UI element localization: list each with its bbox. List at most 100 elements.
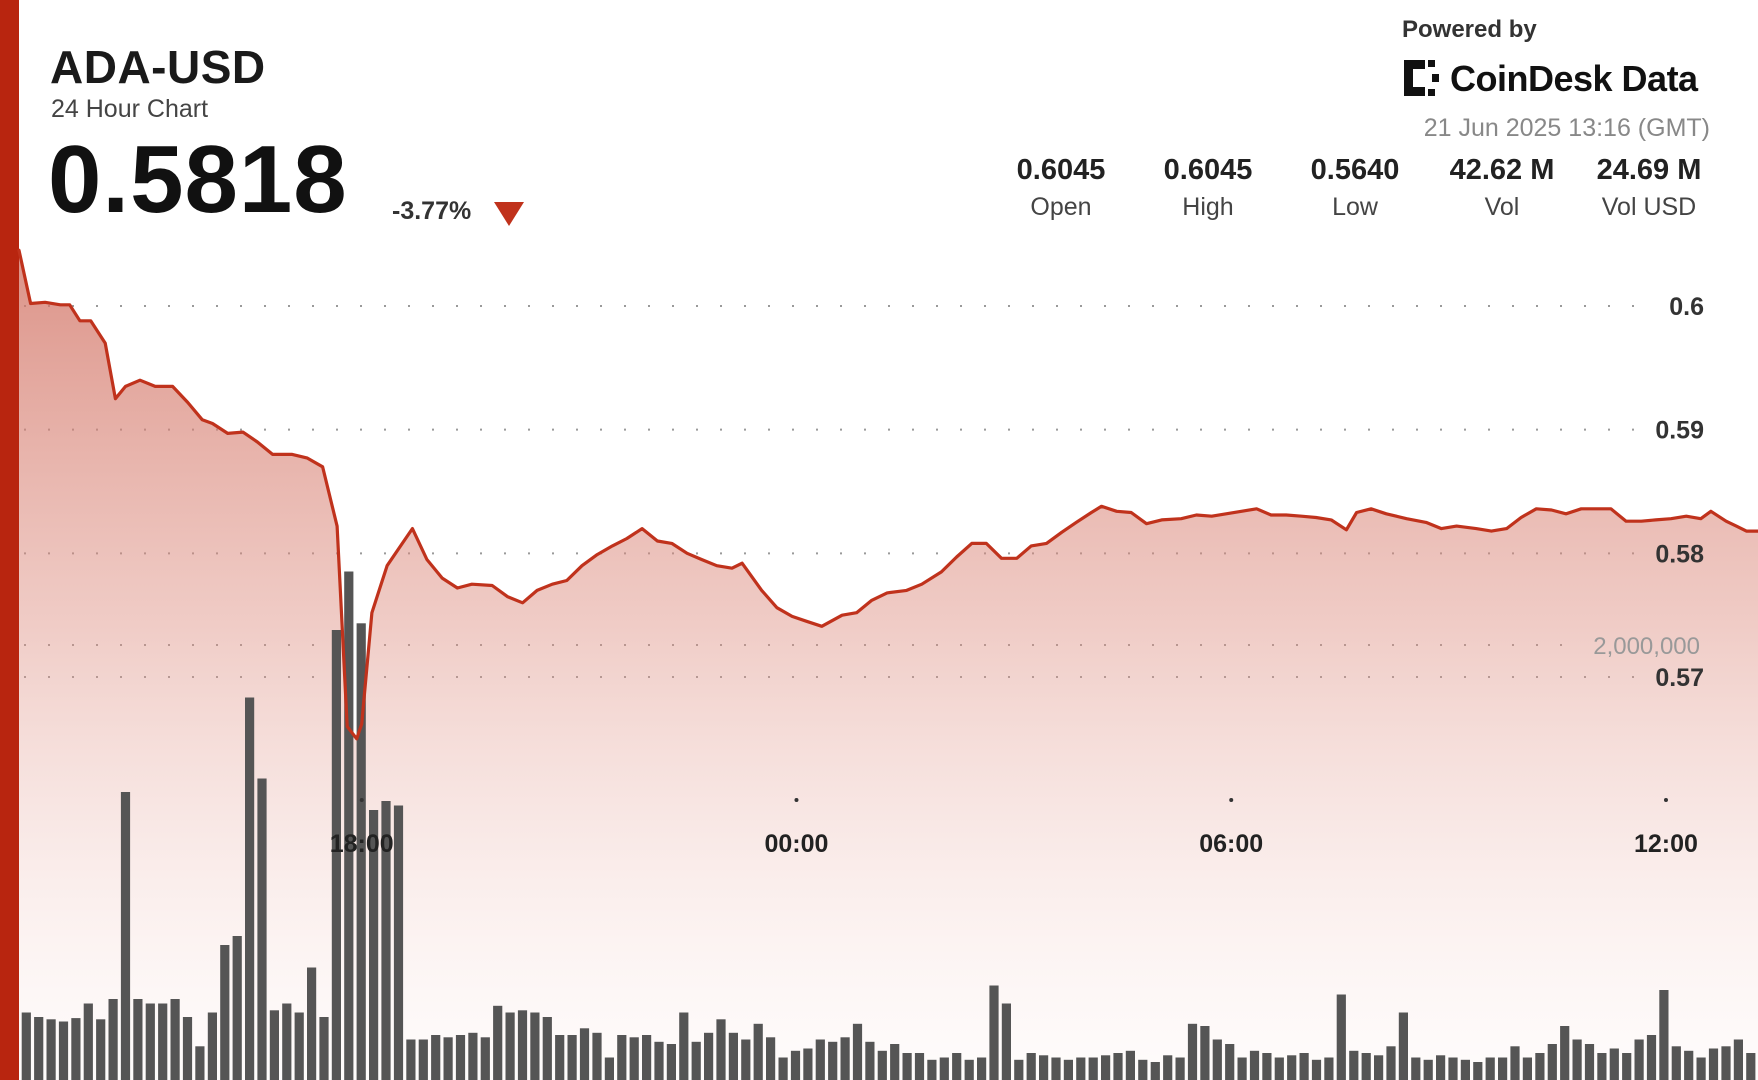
volume-bar xyxy=(1622,1053,1632,1080)
down-arrow-icon xyxy=(494,202,524,226)
timestamp: 21 Jun 2025 13:16 (GMT) xyxy=(1423,114,1710,142)
volume-bar xyxy=(1597,1053,1607,1080)
volume-bar xyxy=(319,1017,329,1080)
volume-bar xyxy=(704,1032,714,1080)
volume-bar xyxy=(1696,1057,1706,1080)
stat-value: 0.6045 xyxy=(1163,154,1253,186)
volume-bar xyxy=(46,1019,56,1080)
volume-bar xyxy=(21,1012,31,1080)
volume-bar xyxy=(71,1018,81,1080)
volume-bar xyxy=(1212,1039,1222,1080)
volume-bar xyxy=(1374,1055,1384,1080)
volume-bar xyxy=(1473,1062,1483,1080)
volume-bar xyxy=(257,778,267,1080)
volume-bar xyxy=(96,1019,106,1080)
volume-bar xyxy=(1721,1046,1731,1080)
volume-bar xyxy=(133,999,143,1080)
volume-bar xyxy=(1262,1053,1272,1080)
volume-bar xyxy=(207,1012,217,1080)
volume-bar xyxy=(1249,1050,1260,1080)
volume-bar xyxy=(939,1057,949,1080)
volume-bar xyxy=(1039,1055,1049,1080)
volume-bar xyxy=(1200,1026,1210,1080)
volume-bar xyxy=(1398,1012,1408,1080)
volume-bar xyxy=(1051,1057,1061,1080)
volume-bar xyxy=(840,1037,850,1080)
volume-bar xyxy=(145,1003,155,1080)
volume-bar xyxy=(865,1041,875,1080)
volume-bar xyxy=(356,623,366,1080)
volume-bar xyxy=(952,1053,962,1080)
stat-value: 0.5640 xyxy=(1310,154,1400,186)
volume-bar xyxy=(307,967,317,1080)
volume-bar xyxy=(877,1050,887,1080)
time-tick-mark xyxy=(1229,798,1234,802)
volume-bar xyxy=(654,1041,664,1080)
volume-bar xyxy=(232,936,242,1080)
volume-bar xyxy=(443,1037,453,1080)
volume-bar xyxy=(766,1037,776,1080)
volume-bar xyxy=(1274,1057,1284,1080)
volume-bar xyxy=(282,1003,292,1080)
volume-bars xyxy=(21,571,1756,1080)
volume-bar xyxy=(406,1039,416,1080)
volume-bar xyxy=(1535,1053,1545,1080)
volume-bar xyxy=(1138,1059,1148,1080)
symbol-title: ADA-USD xyxy=(50,41,266,93)
volume-bar xyxy=(1113,1053,1123,1080)
volume-bar xyxy=(530,1012,540,1080)
volume-bar xyxy=(269,1010,279,1080)
volume-bar xyxy=(517,1010,528,1080)
volume-bar xyxy=(393,805,404,1080)
volume-bar xyxy=(1572,1039,1582,1080)
stat-vol: 42.62 M Vol xyxy=(1432,154,1572,222)
volume-bar xyxy=(902,1053,912,1080)
volume-bar xyxy=(1733,1039,1743,1080)
current-price: 0.5818 xyxy=(48,126,348,233)
price-line xyxy=(17,248,1758,741)
volume-bar xyxy=(158,1003,168,1080)
volume-bar xyxy=(679,1012,689,1080)
volume-bar xyxy=(1609,1048,1619,1080)
volume-bar xyxy=(170,999,180,1080)
volume-bar xyxy=(1386,1046,1396,1080)
time-tick-mark xyxy=(1663,798,1668,802)
volume-bar xyxy=(1560,1026,1570,1080)
volume-bar xyxy=(1150,1062,1160,1080)
price-area-fill xyxy=(19,250,1758,1080)
volume-bar xyxy=(790,1050,801,1080)
volume-bar xyxy=(294,1012,304,1080)
brand-name: CoinDesk Data xyxy=(1450,58,1698,99)
price-area xyxy=(19,250,1758,1080)
volume-bar xyxy=(493,1005,503,1080)
volume-bar xyxy=(1361,1053,1371,1080)
volume-bar xyxy=(369,810,379,1080)
volume-bar xyxy=(1510,1046,1520,1080)
stat-vol-usd: 24.69 M Vol USD xyxy=(1579,154,1719,222)
stat-low: 0.5640 Low xyxy=(1285,154,1425,222)
volume-bar xyxy=(716,1019,726,1080)
volume-tick-label: 2,000,000 xyxy=(1593,633,1700,660)
volume-bar xyxy=(108,999,118,1080)
volume-bar xyxy=(1659,990,1669,1080)
stat-label: Open xyxy=(1030,193,1092,221)
volume-bar xyxy=(803,1048,813,1080)
stat-label: Vol USD xyxy=(1601,193,1697,221)
volume-bar xyxy=(890,1044,900,1080)
volume-bar xyxy=(1026,1053,1036,1080)
volume-bar xyxy=(331,630,341,1080)
volume-bar xyxy=(182,1017,193,1080)
stat-high: 0.6045 High xyxy=(1138,154,1278,222)
volume-bar xyxy=(1448,1057,1458,1080)
volume-bar xyxy=(691,1041,701,1080)
volume-bar xyxy=(741,1039,751,1080)
volume-bar xyxy=(220,945,230,1080)
stat-label: High xyxy=(1182,193,1234,221)
volume-bar xyxy=(1411,1057,1421,1080)
volume-bar xyxy=(480,1037,490,1080)
volume-bar xyxy=(1746,1053,1756,1080)
volume-bar xyxy=(1671,1046,1681,1080)
volume-bar xyxy=(58,1021,69,1080)
